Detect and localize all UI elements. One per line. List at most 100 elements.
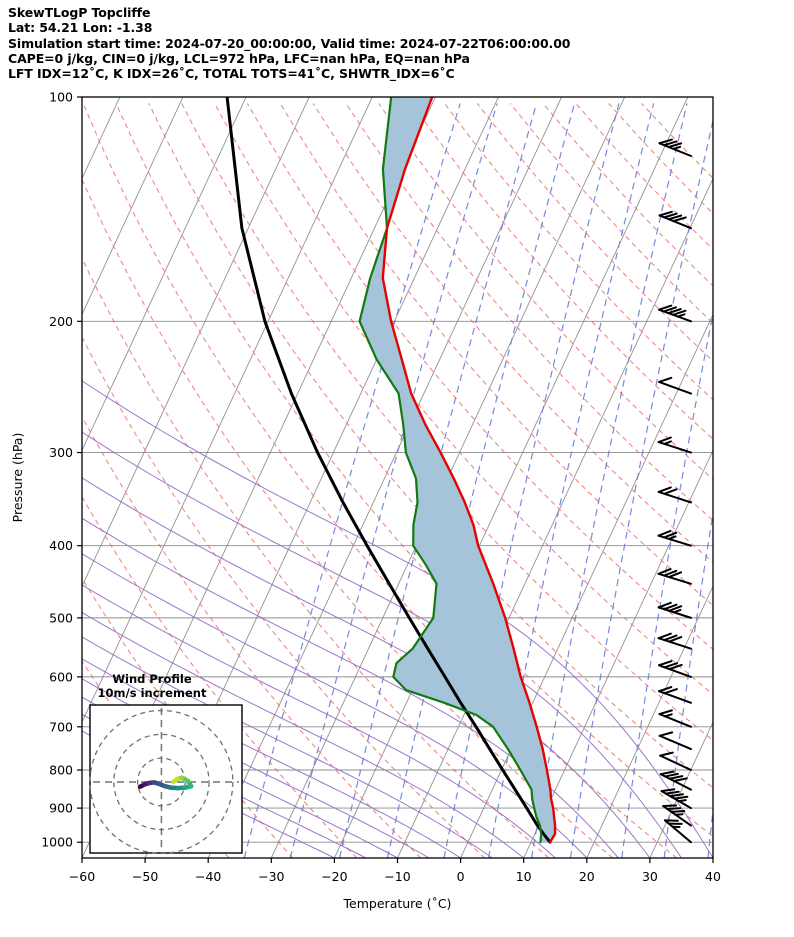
barb-full <box>660 788 676 793</box>
barb-full <box>668 663 683 671</box>
isotherm-line <box>523 449 713 858</box>
inset-title-line1: Wind Profile <box>112 672 192 686</box>
dewpoint-curve-path <box>358 97 543 844</box>
x-tick-label: −40 <box>195 869 221 884</box>
moist-adiabat-line <box>82 611 525 858</box>
dry-adiabat-line <box>82 257 550 858</box>
wind-barb <box>657 486 692 504</box>
y-tick-label: 800 <box>49 762 73 777</box>
wind-barb <box>658 138 692 158</box>
wind-barb <box>658 660 692 678</box>
barb-half <box>672 608 682 614</box>
wind-barb <box>658 731 692 751</box>
barb-full <box>662 306 678 313</box>
barb-half <box>676 313 686 318</box>
barb-full <box>667 142 683 149</box>
x-tick-label: −20 <box>321 869 347 884</box>
temperature-curve-path <box>381 97 557 844</box>
wind-barb <box>658 376 692 395</box>
barb-full <box>659 751 674 757</box>
shaded-region <box>359 97 556 843</box>
y-tick-label: 600 <box>49 669 73 684</box>
wind-barb <box>662 804 692 827</box>
dry-adiabat-line <box>214 103 713 696</box>
barb-full <box>663 634 678 642</box>
axis-ticks: −60 −50 −40 −30 −20 −10 0 10 20 30 40 100 200 300 400 5… <box>41 90 721 885</box>
x-tick-label: −10 <box>384 869 410 884</box>
moist-adiabat-line <box>82 658 461 858</box>
y-tick-label: 900 <box>49 801 73 816</box>
barb-full <box>669 793 685 798</box>
inset-title-line2: 10m/s increment <box>98 686 207 700</box>
isotherm-line <box>82 97 310 588</box>
dry-adiabat-line <box>82 336 486 858</box>
isotherm-line <box>776 97 794 858</box>
isotherm-line <box>712 856 713 858</box>
barb-full <box>658 138 673 145</box>
barb-full <box>659 770 675 776</box>
hodograph-segment <box>171 776 180 785</box>
moist-adiabat-line <box>82 713 367 858</box>
y-tick-label: 400 <box>49 538 73 553</box>
barb-full <box>664 790 680 795</box>
barb-full <box>664 772 679 778</box>
x-axis-label: Temperature (˚C) <box>343 896 452 911</box>
isotherm-line <box>0 97 57 858</box>
barb-full <box>668 636 683 643</box>
x-tick-label: 20 <box>579 869 595 884</box>
wind-barb <box>660 788 692 810</box>
mixing-ratio-line <box>243 103 461 858</box>
moist-adiabat-line <box>82 517 619 858</box>
barb-full <box>672 309 687 316</box>
wind-barb <box>659 770 692 791</box>
barb-shaft <box>658 380 692 395</box>
y-tick-label: 1000 <box>41 835 73 850</box>
barb-full <box>663 531 678 539</box>
dewpoint-curve <box>358 97 543 844</box>
mixing-ratio-line <box>621 310 713 858</box>
x-tick-label: 0 <box>457 869 465 884</box>
isotherm-line <box>82 97 247 452</box>
barb-full <box>666 807 682 810</box>
barb-full <box>663 569 678 577</box>
y-tick-label: 700 <box>49 719 73 734</box>
barb-full <box>663 662 678 669</box>
barb-full <box>673 777 688 782</box>
wind-barb <box>663 819 692 844</box>
y-tick-label: 500 <box>49 610 73 625</box>
barb-half <box>664 713 673 718</box>
wind-barb <box>659 751 692 771</box>
barb-full <box>673 795 689 800</box>
barb-full <box>672 216 687 223</box>
barb-full <box>658 731 674 737</box>
isotherm-line <box>586 585 713 858</box>
header-block: SkewTLogP Topcliffe Lat: 54.21 Lon: -1.3… <box>8 5 788 81</box>
barb-full <box>658 709 673 716</box>
barb-full <box>657 568 672 575</box>
barb-full <box>662 804 678 808</box>
barb-full <box>657 601 672 609</box>
dry-adiabat-line <box>378 103 713 481</box>
barb-full <box>663 212 678 219</box>
barb-full <box>668 605 683 612</box>
barb-full <box>668 571 683 579</box>
dry-adiabat-line <box>82 495 358 858</box>
barb-full <box>663 488 678 495</box>
isotherm-line <box>649 721 713 858</box>
mixing-ratio-line <box>487 103 655 858</box>
y-tick-label: 100 <box>49 90 73 105</box>
x-tick-label: −50 <box>132 869 158 884</box>
temperature-curve <box>381 97 557 844</box>
wind-barb <box>657 632 692 650</box>
barb-full <box>658 210 673 217</box>
parcel-path-curve <box>225 97 552 844</box>
mixing-ratio-line <box>339 103 538 858</box>
barb-full <box>658 304 673 311</box>
wind-barb <box>657 529 692 547</box>
barb-half <box>663 440 672 445</box>
barb-full <box>658 660 673 667</box>
dry-adiabat-line <box>411 103 713 440</box>
barb-shaft <box>659 754 692 771</box>
